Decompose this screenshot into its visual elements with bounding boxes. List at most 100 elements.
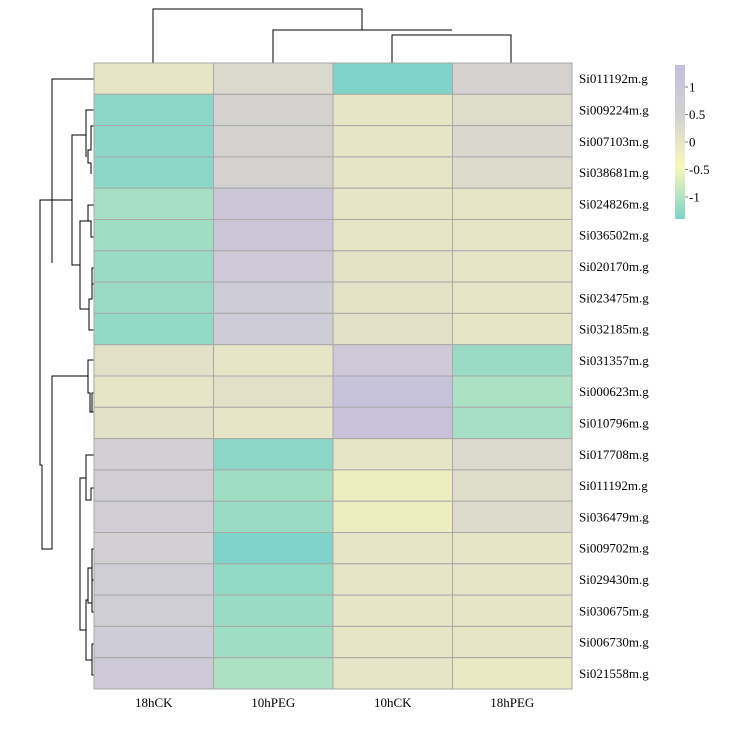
heatmap-cell: [213, 125, 334, 158]
heatmap-cell: [332, 62, 453, 95]
dendrogram-branch: [41, 375, 88, 550]
column-label: 10hPEG: [251, 695, 295, 710]
heatmap-cell: [93, 125, 214, 158]
column-label: 18hPEG: [490, 695, 534, 710]
heatmap-cell: [213, 156, 334, 189]
legend-tick-label: -1: [689, 190, 700, 205]
dendrogram-branch: [79, 477, 86, 631]
heatmap-cell: [93, 469, 214, 502]
dendrogram-branch: [85, 599, 92, 661]
heatmap-cell: [213, 344, 334, 377]
row-label: Si011192m.g: [579, 71, 648, 86]
heatmap-cell: [332, 219, 453, 252]
heatmap-cell: [93, 657, 214, 690]
heatmap-cell: [93, 375, 214, 408]
dendrogram-branch: [88, 267, 94, 331]
legend-colorbar: [675, 65, 685, 219]
heatmap-cell: [332, 187, 453, 220]
row-label: Si006730m.g: [579, 635, 649, 650]
row-label: Si029430m.g: [579, 572, 649, 587]
heatmap-cell: [452, 156, 573, 189]
dendrogram-branch: [152, 8, 363, 63]
legend-tick-label: -0.5: [689, 162, 710, 177]
heatmap-cell: [93, 250, 214, 283]
heatmap-cell: [452, 62, 573, 95]
heatmap-cell: [332, 657, 453, 690]
heatmap-cell: [332, 594, 453, 627]
heatmap-cell: [93, 594, 214, 627]
heatmap-cell: [93, 406, 214, 440]
heatmap-cell: [332, 281, 453, 314]
dendrogram-branch: [87, 204, 94, 238]
heatmap-cell: [332, 93, 453, 127]
dendrogram-branch: [391, 34, 512, 63]
dendrogram-branch: [91, 579, 94, 613]
dendrogram-branch: [85, 454, 95, 520]
dendrogram-branch: [79, 220, 89, 310]
heatmap-cell: [452, 469, 573, 502]
row-label: Si036502m.g: [579, 228, 649, 243]
row-label: Si021558m.g: [579, 666, 649, 681]
legend-tick-label: 0.5: [689, 107, 705, 122]
heatmap-cell: [452, 250, 573, 283]
heatmap-cell: [452, 93, 573, 127]
row-label: Si030675m.g: [579, 603, 649, 618]
heatmap-cell: [452, 344, 573, 377]
dendrogram-branch: [87, 125, 94, 174]
column-labels: 18hCK 10hPEG 10hCK 18hPEG: [135, 695, 534, 710]
heatmap-cell: [213, 93, 334, 127]
heatmap-cell: [93, 187, 214, 220]
heatmap-cell: [93, 281, 214, 314]
dendrogram-branch: [51, 78, 94, 263]
heatmap-cell: [452, 312, 573, 346]
heatmap-cell: [332, 625, 453, 659]
heatmap-cell: [332, 156, 453, 189]
heatmap-cell: [93, 500, 214, 534]
heatmap-cell: [452, 438, 573, 471]
row-label: Si036479m.g: [579, 509, 649, 524]
color-legend: 1 0.5 0 -0.5 -1: [675, 65, 710, 219]
heatmap-cell: [93, 625, 214, 659]
heatmap-cell: [213, 375, 334, 408]
heatmap-cell: [213, 62, 334, 95]
row-label: Si017708m.g: [579, 447, 649, 462]
heatmap-cell: [93, 219, 214, 252]
heatmap-cell: [93, 312, 214, 346]
heatmap-cell: [452, 219, 573, 252]
heatmap-cell: [452, 625, 573, 659]
column-label: 18hCK: [135, 695, 173, 710]
heatmap-cell: [213, 406, 334, 440]
heatmap-cell: [452, 532, 573, 565]
column-dendrogram: [152, 8, 512, 63]
heatmap-cell: [213, 312, 334, 346]
heatmap-cell: [332, 125, 453, 158]
legend-tick-label: 0: [689, 135, 696, 150]
heatmap-cell: [213, 469, 334, 502]
dendrogram-branch: [39, 199, 72, 466]
heatmap-cell: [452, 500, 573, 534]
heatmap-cell: [213, 657, 334, 690]
row-label: Si031357m.g: [579, 353, 649, 368]
row-label: Si009702m.g: [579, 541, 649, 556]
heatmap-cell: [213, 438, 334, 471]
row-label: Si009224m.g: [579, 102, 649, 117]
row-label: Si010796m.g: [579, 415, 649, 430]
heatmap-cell: [93, 93, 214, 127]
dendrogram-branch: [87, 548, 94, 604]
heatmap-cell: [213, 532, 334, 565]
heatmap-cell: [332, 438, 453, 471]
row-labels: Si011192m.g Si009224m.g Si007103m.g Si03868…: [579, 71, 649, 681]
heatmap-cell: [93, 532, 214, 565]
heatmap-cell: [93, 344, 214, 377]
heatmap-cell: [213, 281, 334, 314]
heatmap-cell: [452, 657, 573, 690]
heatmap-cell: [93, 438, 214, 471]
heatmap-cell: [332, 563, 453, 596]
row-label: Si024826m.g: [579, 196, 649, 211]
heatmap-cell: [213, 187, 334, 220]
row-dendrogram: [39, 78, 95, 676]
heatmap-cell: [332, 375, 453, 408]
row-label: Si032185m.g: [579, 322, 649, 337]
dendrogram-branch: [87, 359, 94, 413]
heatmap-cell: [452, 594, 573, 627]
